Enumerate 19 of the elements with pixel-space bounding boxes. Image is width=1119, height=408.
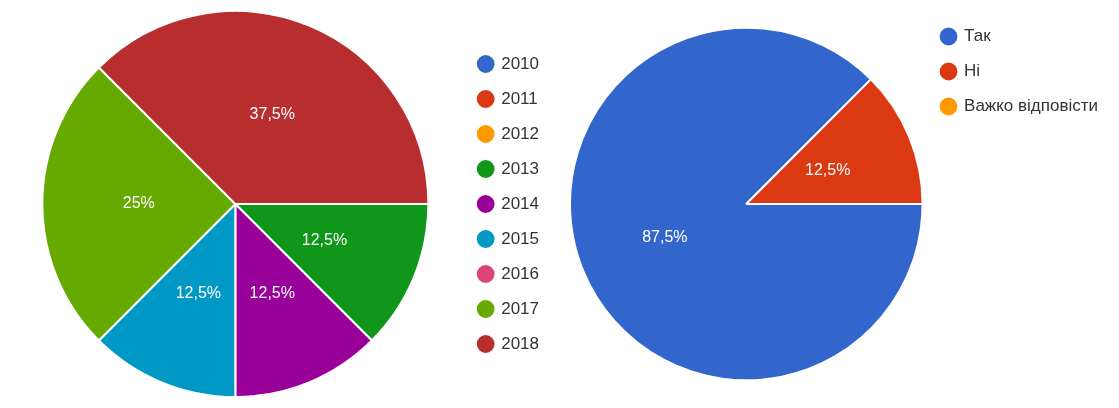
data-label: 12,5% (805, 160, 851, 178)
legend-label: 2017 (501, 298, 540, 318)
legend-label: Так (964, 26, 992, 46)
data-label: 12,5% (301, 231, 348, 249)
data-label: 87,5% (642, 228, 688, 246)
legend-label: 2016 (501, 263, 540, 283)
legend-label: 2012 (501, 123, 540, 143)
legend-label: 2015 (501, 228, 540, 248)
legend-label: 2018 (501, 333, 540, 353)
data-label: 12,5% (249, 283, 295, 301)
legend-label: 2010 (501, 53, 540, 73)
legend-label: Ні (964, 61, 981, 81)
data-label: 37,5% (249, 105, 295, 123)
legend-label: 2013 (501, 158, 540, 178)
data-label: 25% (122, 194, 155, 212)
legend-label: Важко відповісти (964, 96, 1098, 116)
legend-label: 2011 (501, 88, 538, 108)
data-label: 12,5% (175, 283, 222, 301)
legend-label: 2014 (501, 193, 540, 213)
